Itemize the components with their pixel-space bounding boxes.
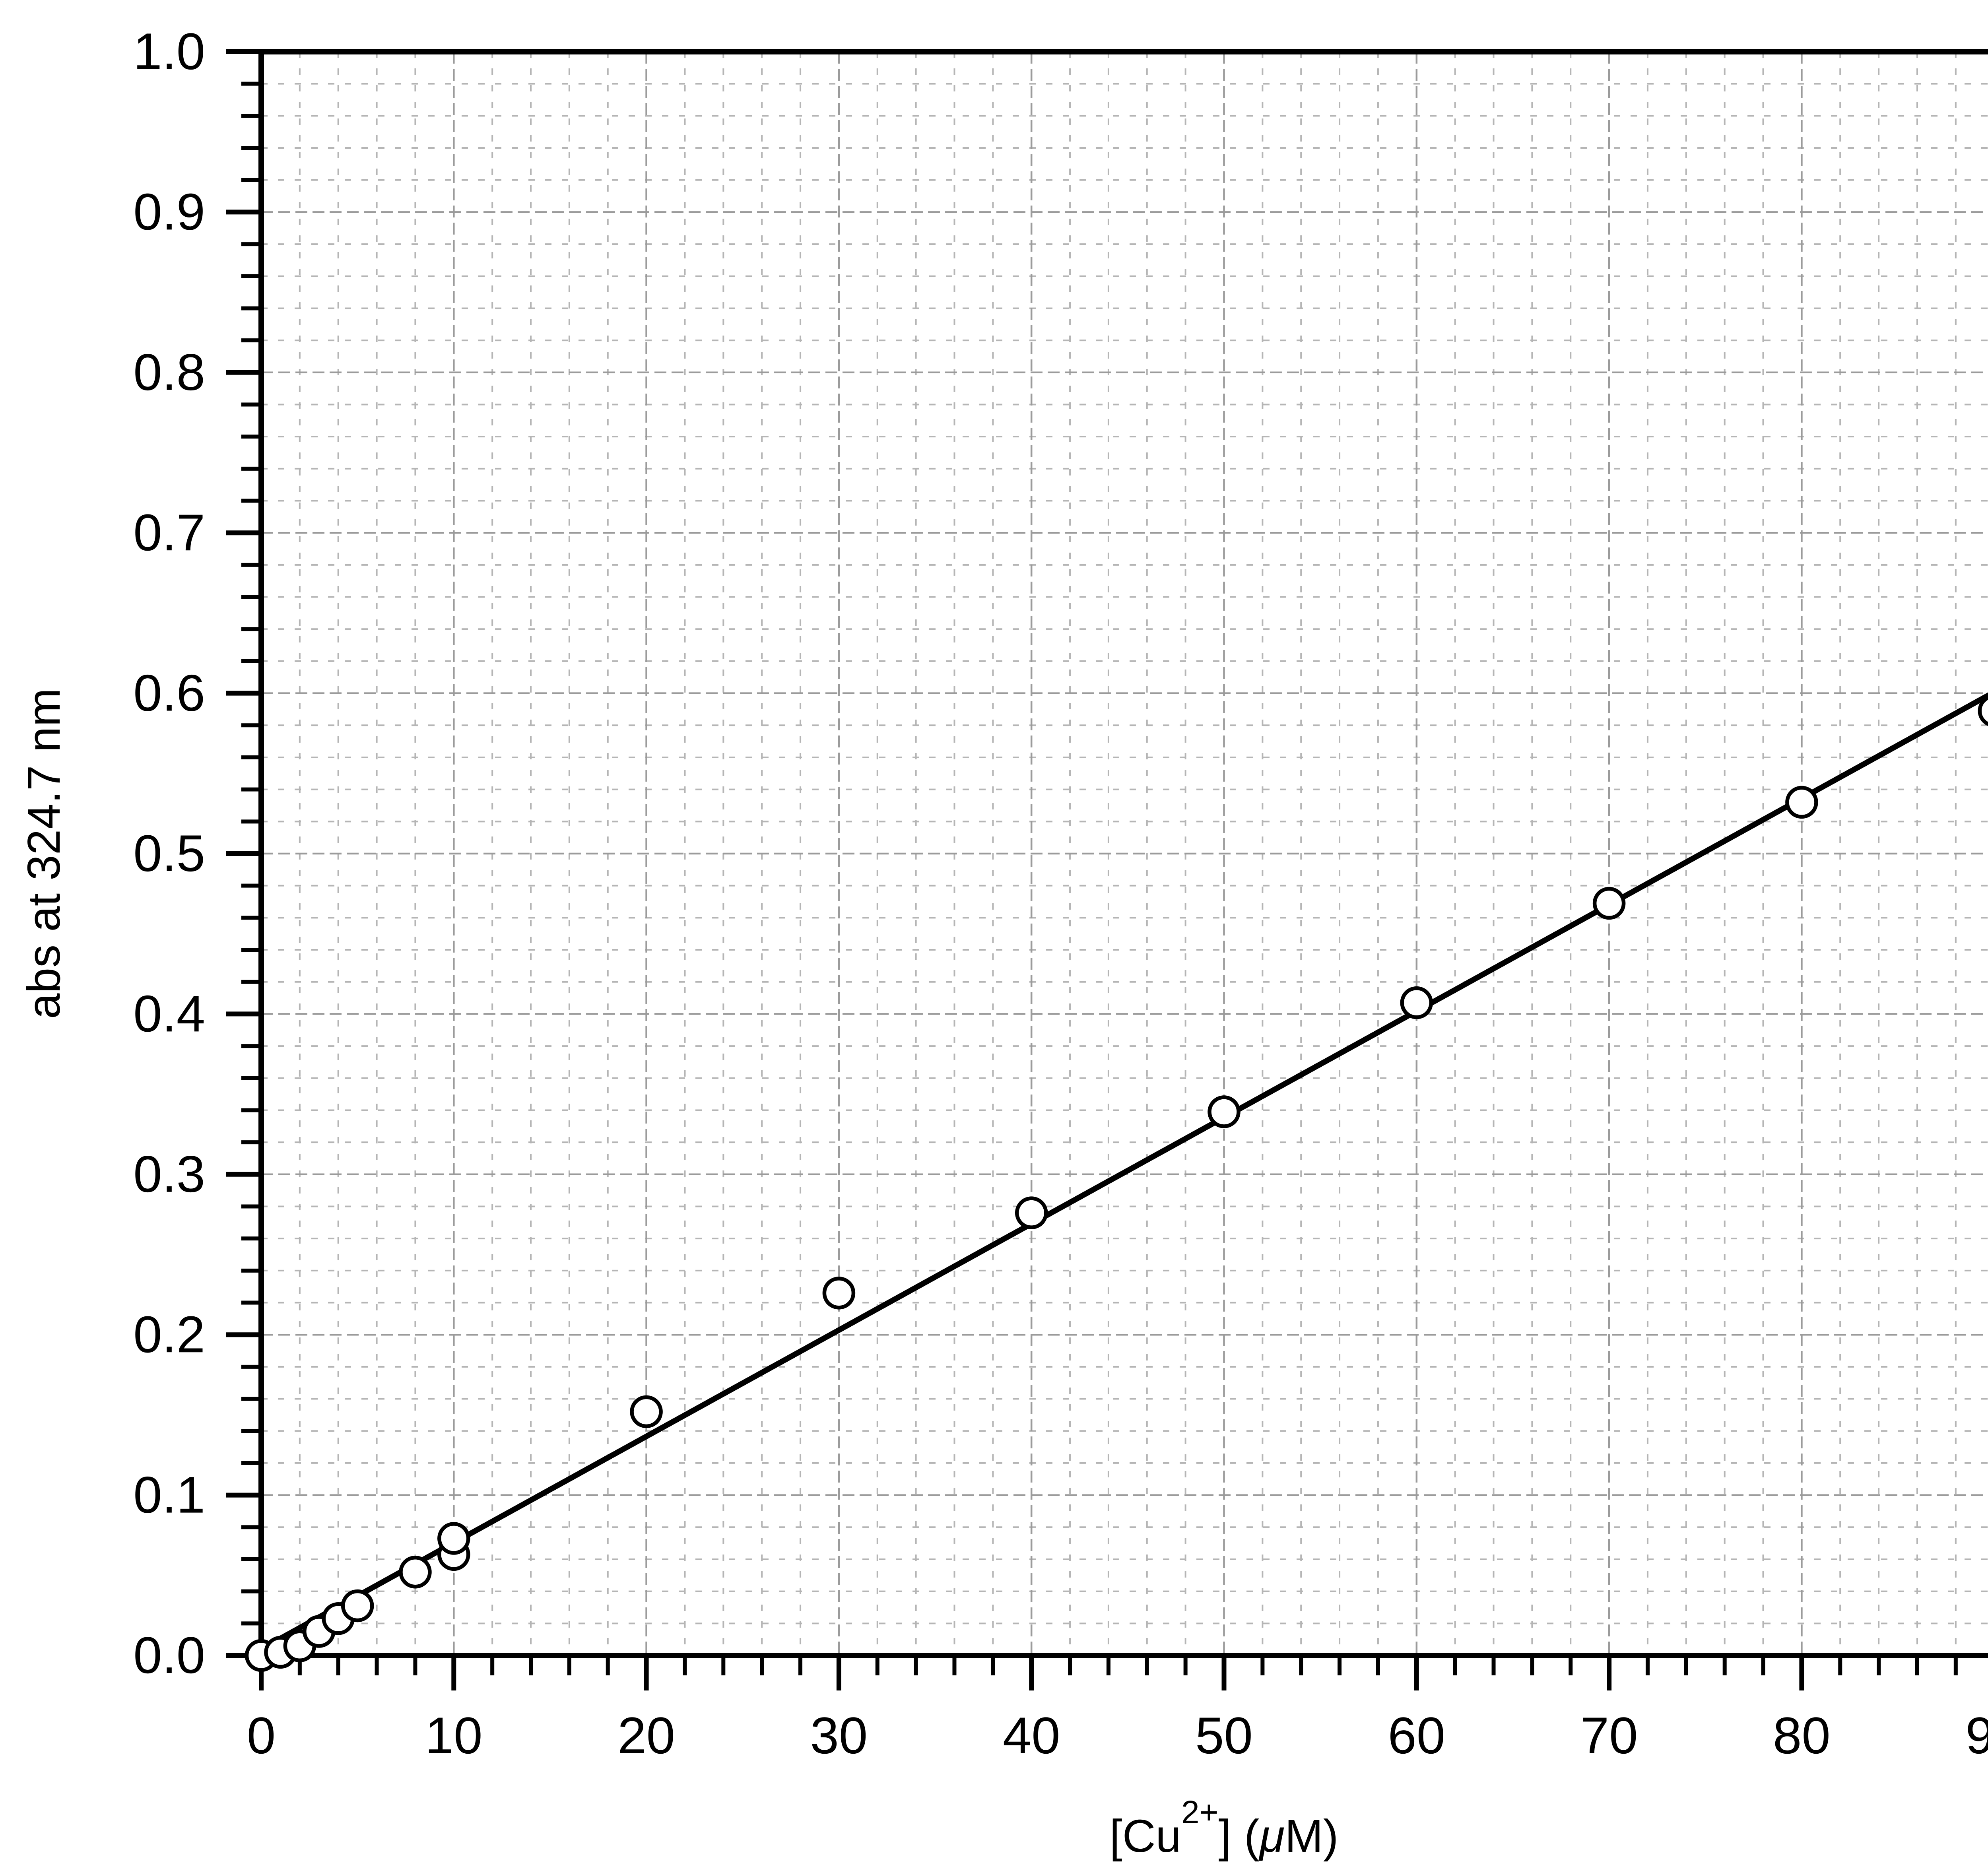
data-point (1400, 986, 1433, 1019)
data-point (1978, 695, 1988, 726)
y-tick-label: 0.5 (133, 824, 205, 882)
data-point (1208, 1095, 1241, 1128)
x-tick-label: 0 (247, 1706, 276, 1764)
y-tick-label: 0.3 (133, 1145, 205, 1203)
x-tick-label: 50 (1195, 1706, 1253, 1764)
x-tick-label: 70 (1580, 1706, 1638, 1764)
y-tick-label: 0.9 (133, 182, 205, 241)
x-tick-label: 40 (1003, 1706, 1060, 1764)
y-tick-label: 0.1 (133, 1466, 205, 1524)
ticks-layer (226, 49, 1958, 1690)
y-tick-label: 0.7 (133, 503, 205, 561)
y-axis-label: abs at 324.7 nm (18, 688, 70, 1019)
data-point (822, 1277, 856, 1310)
y-tick-label: 1.0 (133, 22, 205, 80)
data-point (630, 1395, 663, 1428)
y-tick-label: 0.6 (133, 664, 205, 722)
y-tick-label: 0.8 (133, 343, 205, 401)
data-point (437, 1522, 470, 1555)
x-tick-label: 90 (1965, 1706, 1988, 1764)
data-points-layer (245, 695, 1988, 1672)
y-tick-label: 0.0 (133, 1626, 205, 1684)
data-point (1785, 786, 1818, 819)
x-axis-label: [Cu2+] (μM) (1110, 1794, 1339, 1862)
y-tick-label: 0.4 (133, 984, 205, 1042)
x-tick-label: 30 (810, 1706, 868, 1764)
x-tick-label: 60 (1388, 1706, 1445, 1764)
grid-layer (261, 52, 1988, 1655)
data-point (341, 1589, 374, 1622)
x-tick-label: 20 (617, 1706, 675, 1764)
x-tick-label: 10 (425, 1706, 483, 1764)
data-point (399, 1555, 432, 1589)
data-point (1592, 887, 1626, 920)
y-tick-label: 0.2 (133, 1305, 205, 1363)
x-tick-label: 80 (1773, 1706, 1831, 1764)
data-point (1015, 1196, 1048, 1229)
axes-box (258, 49, 1988, 1658)
tick-labels-layer: 01020304050607080901000.00.10.20.30.40.5… (133, 22, 1988, 1764)
